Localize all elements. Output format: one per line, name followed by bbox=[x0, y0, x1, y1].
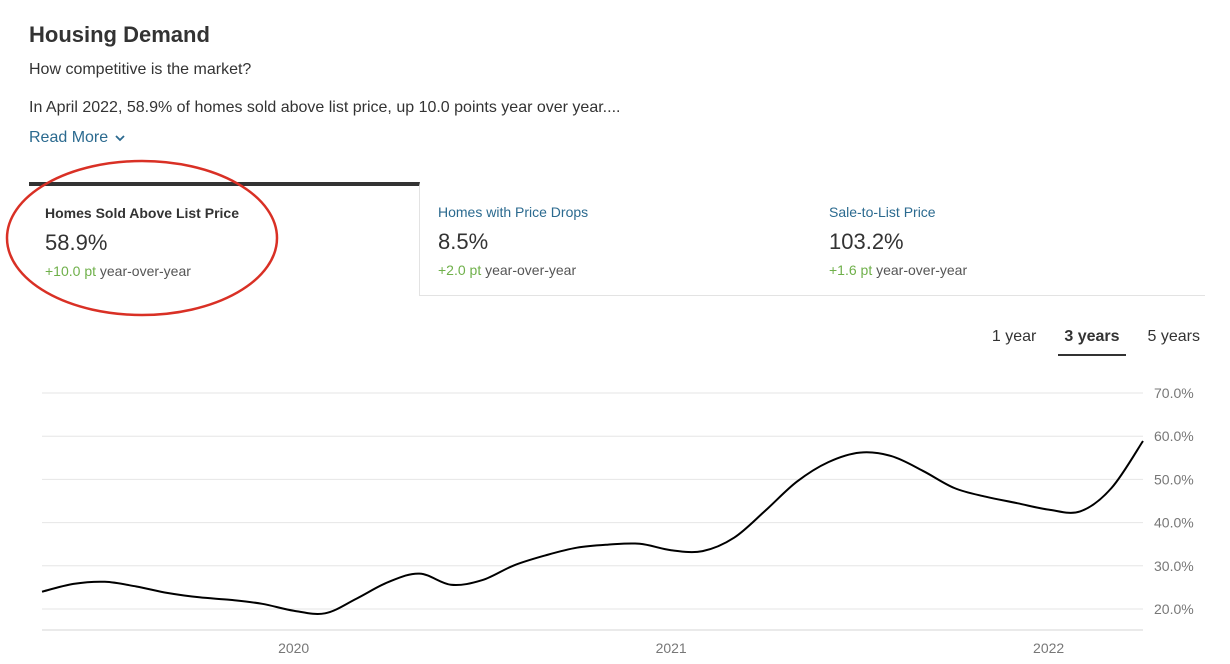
y-tick-label: 20.0% bbox=[1154, 601, 1194, 617]
y-tick-label: 30.0% bbox=[1154, 558, 1194, 574]
tab-label: Homes Sold Above List Price bbox=[45, 205, 239, 221]
range-1-year[interactable]: 1 year bbox=[991, 328, 1037, 345]
tab-value: 103.2% bbox=[829, 229, 904, 254]
y-tick-label: 50.0% bbox=[1154, 471, 1194, 487]
x-tick-label: 2020 bbox=[278, 640, 309, 656]
tab-price-drops[interactable]: Homes with Price Drops 8.5% +2.0 pt year… bbox=[422, 182, 812, 295]
tab-sale-to-list[interactable]: Sale-to-List Price 103.2% +1.6 pt year-o… bbox=[813, 182, 1205, 295]
tab-label: Sale-to-List Price bbox=[829, 204, 936, 220]
read-more-link[interactable]: Read More bbox=[29, 129, 126, 147]
read-more-label: Read More bbox=[29, 129, 109, 146]
page-title: Housing Demand bbox=[29, 22, 210, 47]
tab-delta: +10.0 pt bbox=[45, 263, 96, 279]
time-range-selector: 1 year 3 years 5 years bbox=[970, 325, 1200, 356]
range-5-years[interactable]: 5 years bbox=[1147, 328, 1200, 345]
metric-tabs: Homes Sold Above List Price 58.9% +10.0 … bbox=[29, 182, 1205, 296]
x-tick-label: 2021 bbox=[656, 640, 687, 656]
tab-label: Homes with Price Drops bbox=[438, 204, 589, 220]
tab-delta: +1.6 pt bbox=[829, 262, 873, 278]
tab-delta: +2.0 pt bbox=[438, 262, 482, 278]
tab-homes-sold-above-list[interactable]: Homes Sold Above List Price 58.9% +10.0 … bbox=[29, 182, 420, 296]
tab-value: 8.5% bbox=[438, 229, 489, 254]
x-tick-label: 2022 bbox=[1033, 640, 1064, 656]
y-tick-label: 60.0% bbox=[1154, 428, 1194, 444]
section-subtitle: How competitive is the market? bbox=[29, 61, 252, 78]
tab-delta-suffix: year-over-year bbox=[99, 263, 191, 279]
range-3-years[interactable]: 3 years bbox=[1058, 325, 1126, 356]
tab-value: 58.9% bbox=[45, 230, 108, 255]
summary-text: In April 2022, 58.9% of homes sold above… bbox=[29, 99, 621, 116]
tab-delta-suffix: year-over-year bbox=[485, 262, 577, 278]
y-tick-label: 70.0% bbox=[1154, 385, 1194, 401]
line-chart: 20.0% 30.0% 40.0% 50.0% 60.0% 70.0% 2020 2021 20… bbox=[41, 385, 1194, 656]
tab-delta-suffix: year-over-year bbox=[876, 262, 968, 278]
chevron-down-icon bbox=[115, 135, 125, 142]
tab-change: +10.0 pt year-over-year bbox=[45, 263, 419, 279]
tab-change: +2.0 pt year-over-year bbox=[438, 262, 812, 278]
tab-change: +1.6 pt year-over-year bbox=[829, 262, 1205, 278]
series-line bbox=[41, 440, 1144, 615]
y-tick-label: 40.0% bbox=[1154, 515, 1194, 531]
